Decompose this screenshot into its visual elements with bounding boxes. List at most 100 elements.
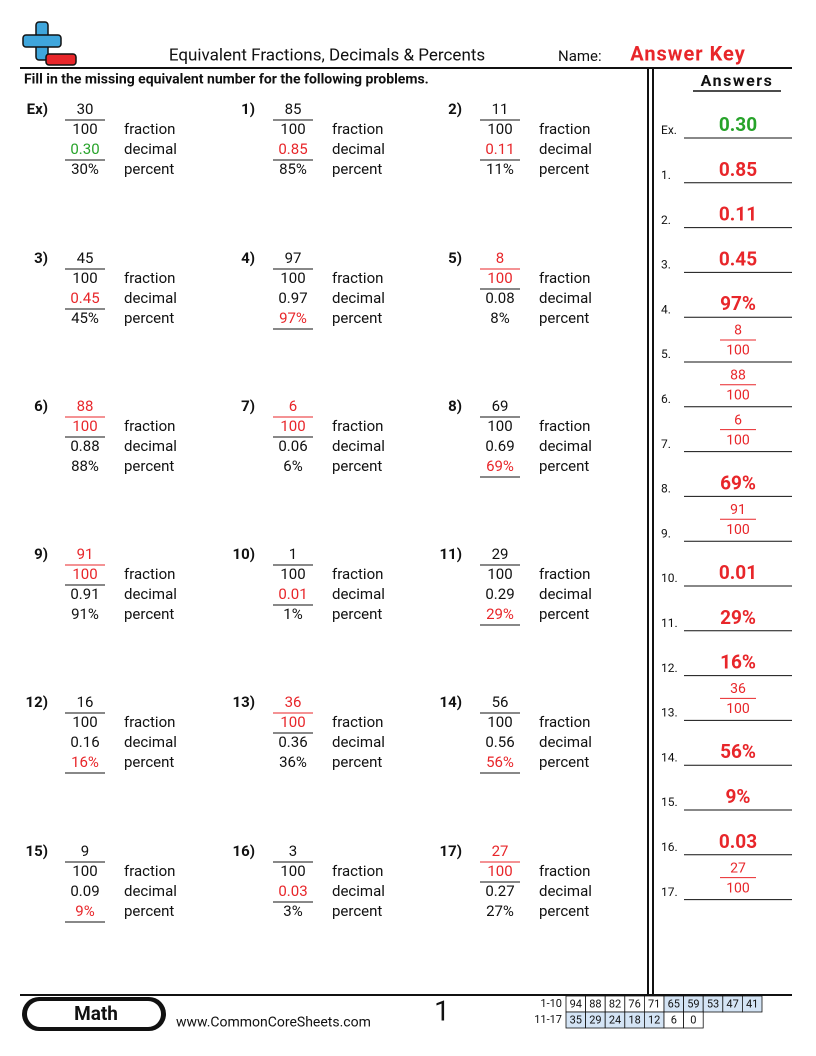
row-label: fraction (124, 417, 175, 435)
row-label: decimal (539, 882, 592, 900)
score-value: 53 (707, 997, 719, 1010)
row-label: fraction (124, 269, 175, 287)
numerator: 27 (492, 842, 509, 860)
row-label: decimal (332, 437, 385, 455)
percent: 85% (279, 160, 307, 178)
row-label: fraction (539, 120, 590, 138)
percent: 3% (283, 902, 302, 920)
decimal: 0.11 (485, 140, 514, 158)
numerator: 88 (77, 397, 94, 415)
decimal: 0.29 (485, 585, 514, 603)
numerator: 97 (285, 249, 302, 267)
instructions: Fill in the missing equivalent number fo… (24, 72, 429, 88)
site: www.CommonCoreSheets.com (176, 1015, 371, 1031)
denominator: 100 (280, 565, 305, 583)
percent: 56% (486, 753, 514, 771)
row-label: percent (124, 160, 174, 178)
denominator: 100 (487, 713, 512, 731)
answer-label: 8. (661, 482, 671, 496)
row-label: decimal (124, 289, 177, 307)
answer-label: 17. (661, 885, 678, 899)
numerator: 85 (285, 100, 302, 118)
answer-value: 97% (720, 292, 756, 315)
score-value: 12 (648, 1013, 660, 1026)
problem-label: Ex) (27, 100, 48, 118)
score-value: 6 (671, 1013, 677, 1026)
answer-denominator: 100 (726, 522, 750, 538)
row-label: percent (124, 753, 174, 771)
answer-label: 2. (661, 213, 671, 227)
answer-value: 0.11 (719, 203, 757, 226)
row-label: percent (332, 160, 382, 178)
row-label: fraction (539, 269, 590, 287)
row-label: decimal (539, 437, 592, 455)
numerator: 29 (492, 545, 509, 563)
answer-denominator: 100 (726, 343, 750, 359)
decimal: 0.91 (70, 585, 99, 603)
subject: Math (74, 1002, 118, 1025)
score-value: 24 (609, 1013, 621, 1026)
denominator: 100 (280, 120, 305, 138)
answer-value: 16% (720, 651, 756, 674)
row-label: percent (332, 902, 382, 920)
decimal: 0.56 (485, 733, 514, 751)
row-label: fraction (332, 862, 383, 880)
decimal: 0.97 (278, 289, 307, 307)
decimal: 0.06 (278, 437, 307, 455)
decimal: 0.27 (485, 882, 514, 900)
percent: 45% (71, 309, 99, 327)
answer-label: 14. (661, 750, 678, 764)
row-label: percent (124, 309, 174, 327)
answer-denominator: 100 (726, 432, 750, 448)
answer-label: 4. (661, 302, 671, 316)
answer-numerator: 8 (734, 323, 742, 339)
score-value: 94 (570, 997, 582, 1010)
answer-numerator: 91 (730, 502, 746, 518)
score-row-label: 11-17 (534, 1013, 562, 1026)
problem-label: 10) (233, 545, 255, 563)
problem-label: 2) (448, 100, 462, 118)
answer-label: 5. (661, 347, 671, 361)
answer-value: 0.85 (719, 158, 757, 181)
row-label: decimal (124, 585, 177, 603)
row-label: fraction (332, 120, 383, 138)
row-label: decimal (124, 437, 177, 455)
decimal: 0.85 (278, 140, 307, 158)
numerator: 8 (496, 249, 504, 267)
denominator: 100 (72, 565, 97, 583)
answer-label: 15. (661, 795, 678, 809)
answer-label: 1. (661, 168, 671, 182)
score-cell (742, 995, 763, 1013)
denominator: 100 (72, 417, 97, 435)
problem-label: 4) (241, 249, 255, 267)
row-label: percent (332, 309, 382, 327)
decimal: 0.69 (485, 437, 514, 455)
problem-label: 5) (448, 249, 462, 267)
row-label: percent (332, 753, 382, 771)
answer-label: 3. (661, 258, 671, 272)
answer-label: 13. (661, 706, 678, 720)
score-value: 47 (726, 997, 738, 1010)
score-value: 71 (648, 997, 660, 1010)
problem-label: 15) (26, 842, 48, 860)
numerator: 16 (77, 693, 94, 711)
row-label: fraction (124, 862, 175, 880)
percent: 9% (75, 902, 94, 920)
answer-label: 9. (661, 526, 671, 540)
score-value: 35 (570, 1013, 582, 1026)
denominator: 100 (487, 565, 512, 583)
answer-label: 16. (661, 840, 678, 854)
row-label: decimal (332, 289, 385, 307)
answer-numerator: 27 (730, 860, 746, 876)
problem-label: 6) (34, 397, 48, 415)
score-value: 76 (628, 997, 640, 1010)
decimal: 0.09 (70, 882, 99, 900)
row-label: fraction (332, 269, 383, 287)
row-label: decimal (539, 585, 592, 603)
score-value: 41 (746, 997, 758, 1010)
answer-value: 9% (726, 785, 751, 808)
denominator: 100 (280, 417, 305, 435)
row-label: fraction (124, 713, 175, 731)
